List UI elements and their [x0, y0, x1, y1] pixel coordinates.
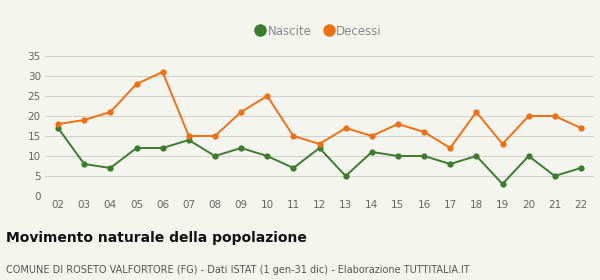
Legend: Nascite, Decessi: Nascite, Decessi — [253, 20, 386, 42]
Text: Movimento naturale della popolazione: Movimento naturale della popolazione — [6, 231, 307, 245]
Text: COMUNE DI ROSETO VALFORTORE (FG) - Dati ISTAT (1 gen-31 dic) - Elaborazione TUTT: COMUNE DI ROSETO VALFORTORE (FG) - Dati … — [6, 265, 470, 275]
